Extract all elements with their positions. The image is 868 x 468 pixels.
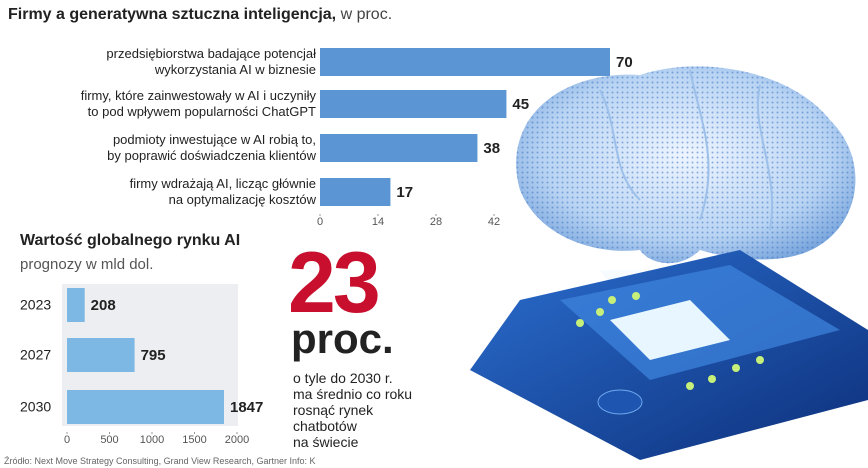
category-label: firmy wdrażają AI, licząc głównie na opt… xyxy=(130,176,316,208)
category-label: przedsiębiorstwa badające potencjał wyko… xyxy=(106,46,316,78)
category-label: 2030 xyxy=(20,399,51,415)
chart-title: Wartość globalnego rynku AI xyxy=(20,232,240,250)
x-tick-label: 42 xyxy=(488,216,500,228)
bar xyxy=(67,390,224,424)
category-label: firmy, które zainwestowały w AI i uczyni… xyxy=(81,88,316,120)
x-tick-label: 1000 xyxy=(140,434,164,446)
x-tick-label: 0 xyxy=(317,216,323,228)
bar xyxy=(320,134,477,162)
value-label: 45 xyxy=(512,96,529,113)
chart-heading: Firmy a generatywna sztuczna inteligencj… xyxy=(8,6,392,24)
x-tick-label: 14 xyxy=(372,216,384,228)
x-tick-label: 0 xyxy=(64,434,70,446)
category-label: 2027 xyxy=(20,347,51,363)
callout-number: 23 xyxy=(288,240,378,326)
value-label: 38 xyxy=(483,140,500,157)
chart-subtitle: w proc. xyxy=(341,6,393,23)
x-tick-label: 2000 xyxy=(225,434,249,446)
bar xyxy=(320,90,506,118)
bar xyxy=(67,288,85,322)
chart-subtitle: prognozy w mld dol. xyxy=(20,256,153,273)
x-tick-label: 1500 xyxy=(182,434,206,446)
chart-title: Firmy a generatywna sztuczna inteligencj… xyxy=(8,6,336,23)
bar xyxy=(320,178,390,206)
infographic: 0 14 28 42 70 45 38 17 0 500 1000 1500 2000 208 2023 79… xyxy=(0,0,868,468)
value-label: 208 xyxy=(91,297,116,314)
category-label: podmioty inwestujące w AI robią to, by p… xyxy=(107,132,316,164)
illustration xyxy=(470,66,868,460)
x-tick-label: 28 xyxy=(430,216,442,228)
category-label: 2023 xyxy=(20,297,51,313)
value-label: 70 xyxy=(616,54,633,71)
source: Źródło: Next Move Strategy Consulting, G… xyxy=(4,456,315,466)
x-tick-label: 500 xyxy=(100,434,118,446)
callout-unit: proc. xyxy=(291,318,394,360)
value-label: 795 xyxy=(141,347,166,364)
bar xyxy=(67,338,135,372)
value-label: 1847 xyxy=(230,399,263,416)
bar xyxy=(320,48,610,76)
value-label: 17 xyxy=(396,184,413,201)
callout-text: o tyle do 2030 r. ma średnio co roku ros… xyxy=(293,370,412,450)
